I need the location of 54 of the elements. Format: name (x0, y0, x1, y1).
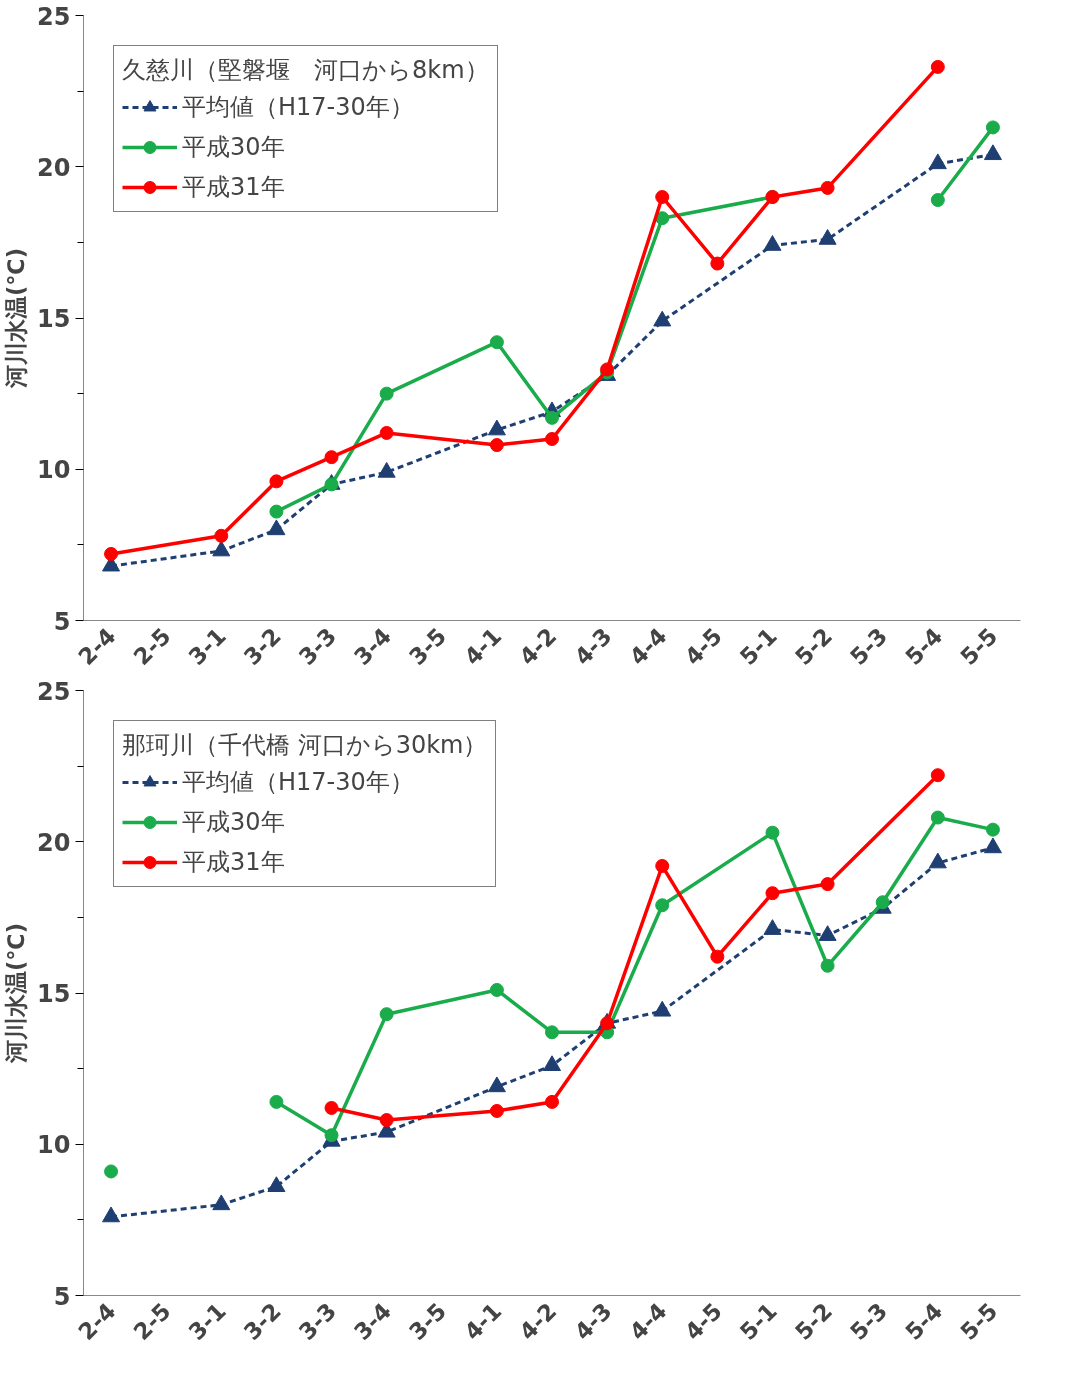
x-tick-label: 3-4 (348, 1297, 397, 1345)
x-tick-label: 3-3 (293, 622, 342, 670)
legend-label: 平成30年 (182, 132, 285, 163)
x-tick-label: 3-5 (403, 1297, 452, 1345)
y-tick-label: 5 (53, 607, 71, 636)
x-tick-label: 4-4 (624, 622, 672, 670)
legend-title: 久慈川（堅磐堰 河口から8km） (122, 55, 489, 86)
x-tick-label: 4-2 (514, 1297, 562, 1345)
x-tick-label: 4-5 (679, 622, 727, 670)
x-tick-label: 4-3 (569, 1297, 617, 1345)
y-axis-title: 河川水温(℃) (3, 922, 30, 1065)
x-tick-label: 5-2 (789, 622, 838, 670)
legend-title: 那珂川（千代橋 河口から30km） (122, 730, 488, 761)
y-tick-label: 10 (37, 456, 71, 485)
legend-label: 平均値（H17-30年） (182, 767, 414, 798)
x-tick-label: 3-3 (293, 1297, 342, 1345)
x-tick-label: 5-4 (900, 622, 948, 670)
x-tick-label: 4-1 (459, 622, 507, 670)
x-tick-label: 4-2 (514, 622, 562, 670)
x-tick-label: 5-5 (955, 622, 1003, 670)
x-tick-label: 3-5 (403, 622, 452, 670)
y-tick-label: 20 (37, 828, 71, 857)
y-tick-label: 15 (37, 305, 71, 333)
x-tick-label: 5-1 (734, 622, 783, 670)
y-tick-label: 15 (37, 980, 71, 1008)
y-tick-label: 25 (37, 2, 71, 31)
y-tick-label: 25 (37, 677, 71, 706)
x-tick-label: 3-4 (348, 622, 397, 670)
x-tick-label: 3-2 (238, 622, 286, 670)
x-tick-label: 5-4 (900, 1297, 948, 1345)
x-tick-label: 3-1 (183, 622, 231, 670)
legend-label: 平成31年 (182, 847, 285, 878)
legend-label: 平成31年 (182, 172, 285, 203)
x-tick-label: 4-1 (459, 1297, 507, 1345)
x-tick-label: 4-3 (569, 622, 617, 670)
x-tick-label: 3-2 (238, 1297, 286, 1345)
x-tick-label: 4-5 (679, 1297, 727, 1345)
x-tick-label: 4-4 (624, 1297, 672, 1345)
x-tick-label: 5-2 (789, 1297, 838, 1345)
x-tick-label: 3-1 (183, 1297, 231, 1345)
x-tick-label: 2-5 (128, 1297, 176, 1345)
y-tick-label: 20 (37, 153, 71, 182)
x-tick-label: 5-3 (844, 1297, 893, 1345)
y-tick-label: 5 (53, 1282, 71, 1311)
x-tick-label: 2-4 (73, 622, 121, 670)
x-tick-label: 2-5 (128, 622, 176, 670)
x-tick-label: 5-3 (844, 622, 893, 670)
x-tick-label: 2-4 (73, 1297, 121, 1345)
x-tick-label: 5-5 (955, 1297, 1003, 1345)
y-tick-label: 10 (37, 1131, 71, 1160)
legend-label: 平均値（H17-30年） (182, 92, 414, 123)
legend-label: 平成30年 (182, 807, 285, 838)
x-tick-label: 5-1 (734, 1297, 783, 1345)
y-axis-title: 河川水温(℃) (3, 247, 30, 390)
